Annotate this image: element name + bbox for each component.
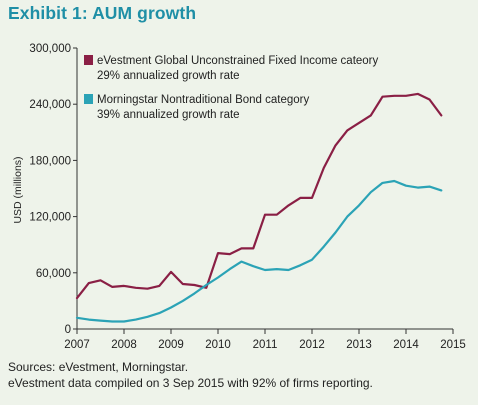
x-tick-label: 2011 — [253, 339, 278, 351]
legend: eVestment Global Unconstrained Fixed Inc… — [84, 55, 379, 121]
x-tick-label: 2012 — [299, 339, 325, 351]
legend-sublabel-evestment: 29% annualized growth rate — [97, 70, 240, 82]
legend-swatch-evestment — [84, 55, 93, 65]
series-line-evestment — [75, 92, 443, 300]
legend-label-evestment: eVestment Global Unconstrained Fixed Inc… — [97, 55, 379, 67]
y-tick-label: 240,000 — [29, 99, 71, 111]
y-tick-label: 0 — [65, 324, 71, 336]
legend-swatch-morningstar — [84, 94, 93, 104]
y-tick-label: 180,000 — [29, 155, 71, 167]
series-lines — [75, 92, 443, 323]
x-tick-labels: 2007 2008 2009 2010 2011 2012 2013 2014 2015 — [64, 329, 466, 351]
x-tick-label: 2013 — [346, 339, 372, 351]
x-tick-label: 2014 — [393, 339, 419, 351]
y-tick-label: 60,000 — [36, 268, 71, 280]
y-axis-label: USD (millions) — [12, 156, 24, 223]
y-tick-label: 120,000 — [29, 212, 71, 224]
x-tick-label: 2008 — [111, 339, 137, 351]
footer-note: eVestment data compiled on 3 Sep 2015 wi… — [8, 376, 373, 390]
x-tick-label: 2007 — [64, 339, 90, 351]
x-tick-label: 2015 — [440, 339, 466, 351]
x-tick-label: 2009 — [158, 339, 184, 351]
chart-title: Exhibit 1: AUM growth — [8, 3, 197, 23]
x-tick-label: 2010 — [205, 339, 231, 351]
y-tick-labels: 0 60,000 120,000 180,000 240,000 300,000 — [29, 43, 77, 336]
footer: Sources: eVestment, Morningstar. eVestme… — [8, 359, 373, 391]
legend-label-morningstar: Morningstar Nontraditional Bond category — [97, 94, 309, 106]
footer-sources: Sources: eVestment, Morningstar. — [8, 360, 189, 374]
legend-sublabel-morningstar: 39% annualized growth rate — [97, 109, 240, 121]
y-tick-label: 300,000 — [29, 43, 71, 55]
series-line-morningstar — [75, 179, 443, 323]
